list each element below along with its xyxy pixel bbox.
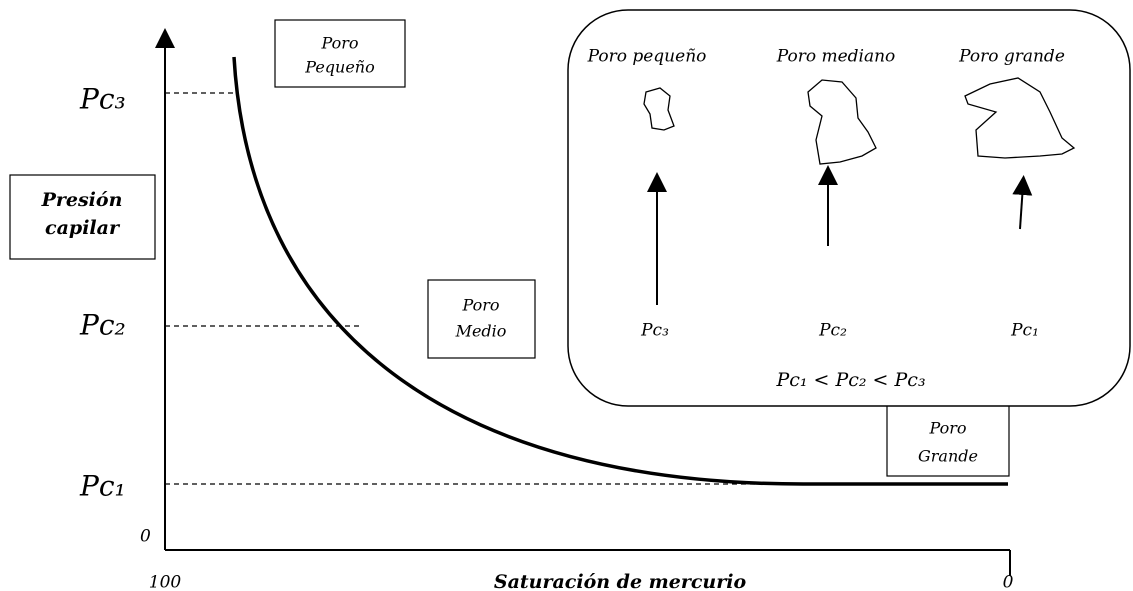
pressure-arrow (1012, 175, 1033, 230)
pore-box-text: Pequeño (304, 58, 374, 77)
level-label: Pc₂ (79, 309, 126, 342)
pore-shape-small (643, 87, 675, 131)
pore-box-text: Grande (918, 447, 978, 466)
level-label: Pc₃ (79, 83, 126, 116)
origin-label: 0 (140, 527, 151, 547)
pore-title: Poro grande (958, 47, 1065, 67)
x-title: Saturación de mercurio (494, 571, 747, 591)
pore-shape-medium (807, 79, 877, 165)
pore-box-text: Poro (320, 34, 358, 53)
pore-box-text: Poro (461, 296, 499, 315)
x-start-label: 100 (149, 573, 182, 591)
pore-box-text: Medio (455, 322, 507, 341)
y-title: capilar (45, 217, 121, 239)
pore-pressure: Pc₂ (818, 321, 847, 341)
pore-box-text: Poro (928, 419, 966, 438)
y-title-box (9, 174, 156, 260)
pore-pressure: Pc₁ (1010, 321, 1039, 341)
pore-shape-large (964, 77, 1076, 159)
pore-title: Poro mediano (776, 47, 896, 67)
x-end-label: 0 (1003, 573, 1014, 591)
capillary-curve (232, 56, 1008, 486)
pore-pressure: Pc₃ (640, 321, 669, 341)
inset-panel (567, 9, 1131, 407)
y-title: Presión (41, 189, 123, 211)
pore-box (886, 404, 1010, 477)
pore-box (274, 19, 406, 88)
pore-box (427, 279, 536, 359)
pore-title: Poro pequeño (587, 47, 707, 67)
pressure-relation: Pc₁ < Pc₂ < Pc₃ (775, 369, 925, 391)
level-label: Pc₁ (79, 470, 126, 503)
